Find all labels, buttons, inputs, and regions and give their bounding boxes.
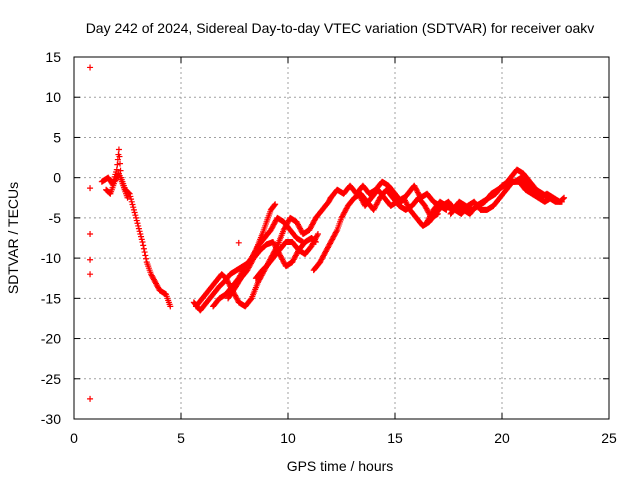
data-point [137, 230, 144, 237]
data-point-outlier [87, 230, 94, 237]
data-point [558, 198, 565, 205]
chart-title: Day 242 of 2024, Sidereal Day-to-day VTE… [86, 20, 595, 36]
data-point [127, 193, 134, 200]
data-point [113, 166, 120, 173]
data-point-outlier [87, 395, 94, 402]
data-point [272, 201, 279, 208]
y-tick-label: 0 [53, 170, 61, 186]
data-point [134, 220, 141, 227]
data-point [143, 255, 150, 262]
y-tick-label: -10 [41, 250, 61, 266]
data-point [116, 153, 123, 160]
data-point-outlier [87, 256, 94, 263]
data-point [141, 249, 148, 256]
y-tick-label: -20 [41, 331, 61, 347]
x-axis-label: GPS time / hours [287, 458, 394, 474]
y-tick-label: -30 [41, 411, 61, 427]
data-point [135, 225, 142, 232]
data-point-outlier [87, 185, 94, 192]
data-point [114, 161, 121, 168]
x-tick-label: 5 [177, 430, 185, 446]
data-point [314, 230, 321, 237]
data-point [114, 156, 121, 163]
data-point [117, 167, 124, 174]
data-point-outlier [87, 271, 94, 278]
data-point [135, 222, 142, 229]
data-point [136, 228, 143, 235]
x-tick-label: 20 [494, 430, 510, 446]
y-tick-label: -5 [49, 210, 62, 226]
x-tick-label: 0 [70, 430, 78, 446]
data-point [140, 242, 147, 249]
data-point [130, 206, 137, 213]
data-point [130, 204, 137, 211]
data-point [167, 303, 174, 310]
data-point [138, 236, 145, 243]
data-point [124, 194, 131, 201]
y-tick-label: 10 [45, 89, 61, 105]
data-point [115, 146, 122, 153]
data-point-outlier [87, 64, 94, 71]
data-markers [87, 64, 568, 402]
x-tick-label: 15 [387, 430, 403, 446]
data-point [133, 217, 140, 224]
y-axis-label: SDTVAR / TECUs [5, 182, 21, 294]
data-point [271, 202, 278, 209]
data-point [560, 195, 567, 202]
data-point [128, 198, 135, 205]
data-point [314, 232, 321, 239]
data-point [142, 252, 149, 259]
plot-frame [73, 56, 610, 420]
data-point [561, 194, 568, 201]
y-tick-label: -25 [41, 371, 61, 387]
data-point [128, 196, 135, 203]
data-point [333, 228, 340, 235]
y-tick-label: 5 [53, 129, 61, 145]
data-point [138, 233, 145, 240]
data-point [132, 212, 139, 219]
data-point [139, 239, 146, 246]
data-point [131, 209, 138, 216]
x-tick-label: 10 [280, 430, 296, 446]
data-point [140, 245, 147, 252]
data-point [117, 160, 124, 167]
data-point [133, 214, 140, 221]
y-tick-label: -15 [41, 290, 61, 306]
data-point-outlier [235, 239, 242, 246]
x-tick-label: 25 [601, 430, 617, 446]
data-point [129, 201, 136, 208]
y-tick-label: 15 [45, 49, 61, 65]
